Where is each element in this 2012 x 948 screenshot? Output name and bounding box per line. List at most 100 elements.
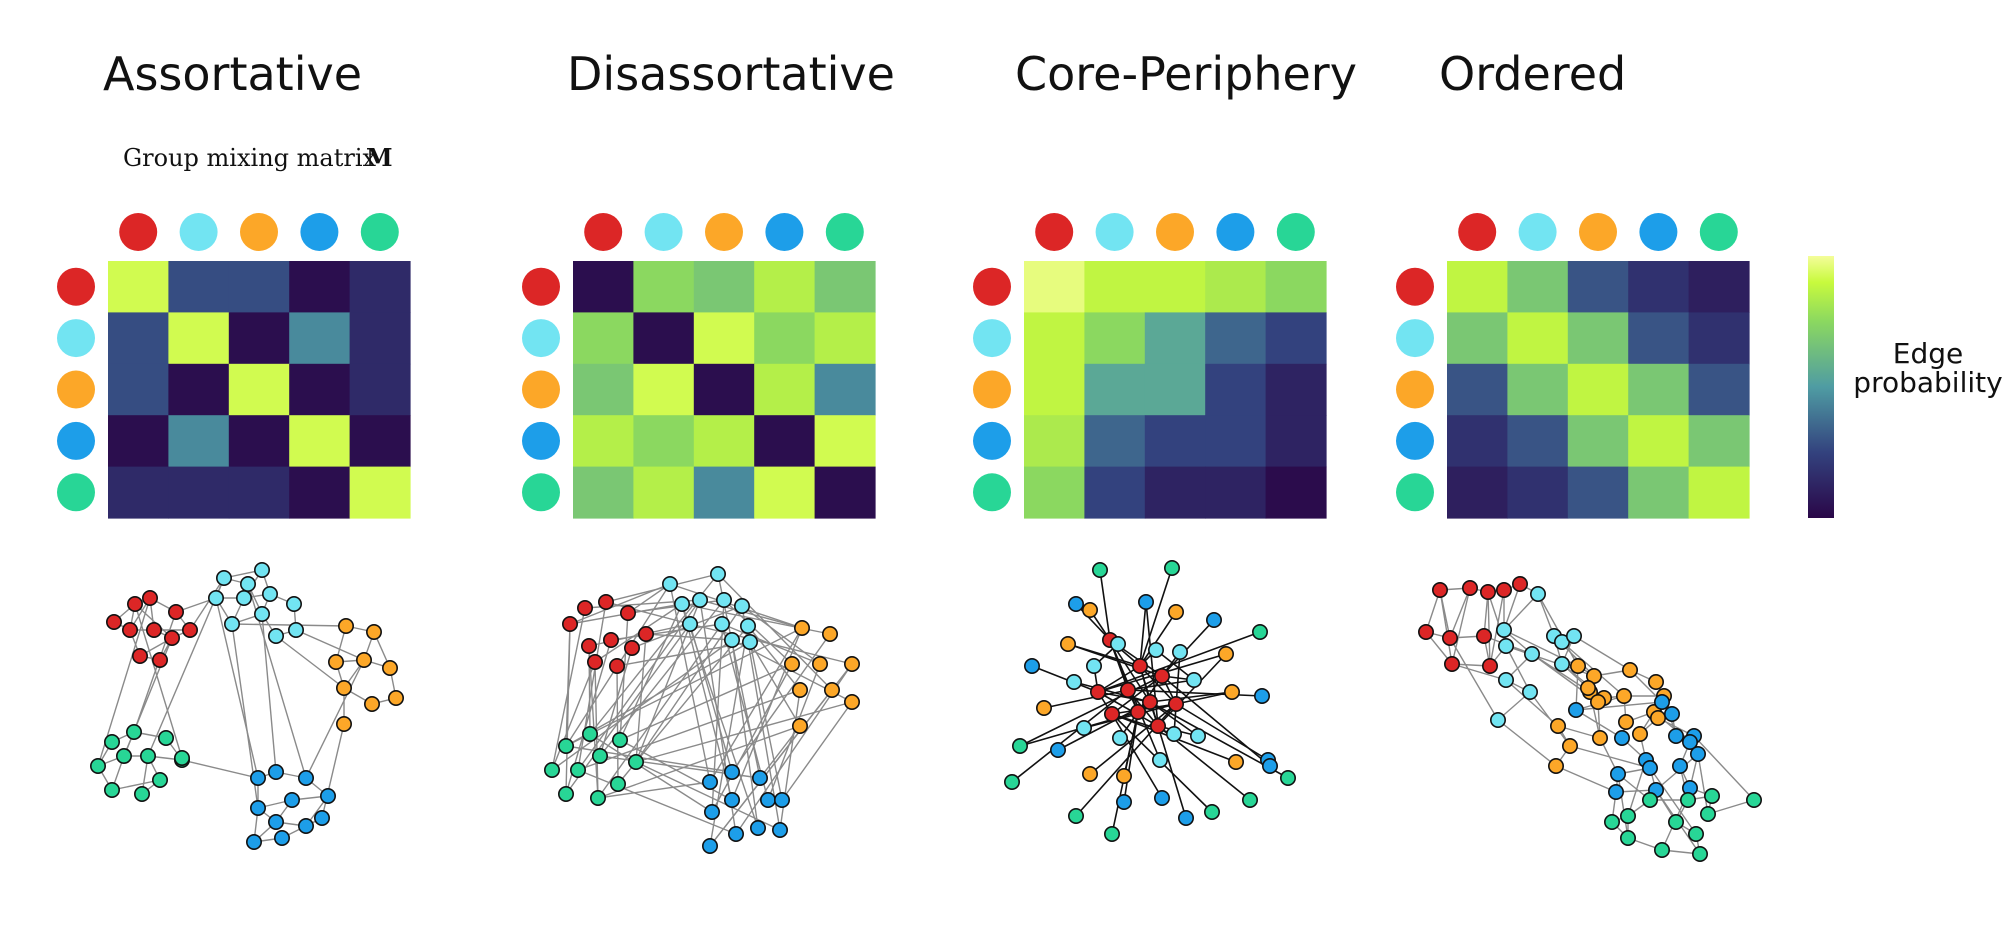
matrix-cell-4-2 (633, 415, 695, 468)
group-dot-col-4 (1639, 213, 1678, 251)
network-edge (551, 661, 596, 771)
network-node (1066, 673, 1083, 690)
matrix-cell-3-4 (289, 363, 351, 416)
group-dot-col-2 (179, 213, 218, 251)
title-core-periphery: Core-Periphery (1015, 47, 1357, 101)
network-edge (597, 781, 711, 799)
network-edge (577, 769, 737, 835)
network-node (1104, 825, 1121, 842)
mixing-matrix-symbol: M (366, 143, 393, 172)
network-edge (1073, 681, 1151, 703)
network-node (319, 787, 336, 804)
group-dot-row-2 (973, 319, 1011, 358)
network-node (1444, 655, 1461, 672)
network-node (1186, 671, 1203, 688)
group-dot-row-2 (522, 319, 560, 358)
network-node (1482, 657, 1499, 674)
network-node (751, 769, 768, 786)
network-node (1642, 791, 1659, 808)
network-node (1036, 699, 1053, 716)
network-edge (589, 733, 713, 813)
matrix-cell-2-4 (754, 312, 816, 365)
network-node (285, 595, 302, 612)
network-node (1168, 603, 1185, 620)
network-node (164, 629, 181, 646)
network-edge (147, 577, 225, 757)
network-node (122, 621, 139, 638)
network-node (773, 791, 790, 808)
network-node (589, 789, 606, 806)
network-node (1700, 805, 1717, 822)
group-dot-col-4 (300, 213, 339, 251)
matrix-cell-5-3 (693, 466, 755, 519)
matrix-cell-2-1 (1024, 312, 1085, 365)
network-node (1522, 683, 1539, 700)
matrix-cell-1-4 (289, 261, 351, 313)
network-node (335, 715, 352, 732)
network-node (132, 647, 149, 664)
network-node (715, 591, 732, 608)
network-node (843, 693, 860, 710)
network-node (287, 621, 304, 638)
network-edge (1503, 583, 1521, 631)
network-edge (275, 635, 345, 689)
group-dot-col-5 (825, 213, 864, 251)
network-edge (1449, 587, 1471, 639)
matrix-cell-5-5 (1688, 466, 1750, 519)
network-edge (231, 623, 347, 627)
matrix-cell-5-4 (289, 466, 351, 519)
group-dot-col-2 (644, 213, 683, 251)
network-node (701, 837, 718, 854)
network-node (216, 569, 233, 586)
matrix-cell-1-1 (573, 261, 634, 313)
network-node (104, 733, 121, 750)
network-node (1654, 693, 1671, 710)
network-node (1692, 845, 1709, 862)
network-node (1590, 693, 1607, 710)
network-node (267, 813, 284, 830)
network-edge (1097, 691, 1159, 727)
matrix-cell-5-1 (1447, 466, 1508, 519)
network-edge (1123, 711, 1139, 803)
network-node (182, 621, 199, 638)
network-edge (759, 725, 801, 779)
matrix-cell-1-5 (349, 261, 411, 313)
network-panel-2 (543, 565, 860, 854)
matrix-cell-5-3 (1567, 466, 1629, 519)
network-node (561, 615, 578, 632)
network-node (1554, 655, 1571, 672)
network-node (1496, 581, 1513, 598)
network-edge (1111, 713, 1163, 799)
network-edge (635, 633, 647, 763)
group-dot-row-1 (522, 267, 560, 306)
matrix-cell-4-4 (754, 415, 816, 468)
network-edge (588, 645, 599, 799)
network-node (1068, 595, 1085, 612)
network-edge (709, 627, 803, 783)
network-node (335, 679, 352, 696)
network-edge (717, 573, 833, 691)
network-node (236, 589, 253, 606)
network-node (759, 791, 776, 808)
group-dot-row-3 (522, 370, 560, 409)
network-node (1120, 681, 1137, 698)
network-edge (551, 639, 733, 771)
network-edge (681, 603, 759, 829)
network-node (1610, 765, 1627, 782)
network-node (267, 627, 284, 644)
network-edge (597, 725, 801, 799)
network-node (1618, 713, 1635, 730)
network-edge (577, 599, 701, 771)
matrix-cell-4-3 (1144, 415, 1206, 468)
group-dot-row-2 (1396, 319, 1434, 358)
network-edge (1697, 753, 1709, 815)
network-edge (1161, 619, 1215, 677)
network-node (363, 695, 380, 712)
network-node (1668, 813, 1685, 830)
network-node (1262, 757, 1279, 774)
matrix-cell-3-4 (754, 363, 816, 416)
network-node (106, 613, 123, 630)
network-node (1076, 719, 1093, 736)
network-node (240, 575, 257, 592)
network-node (254, 605, 271, 622)
